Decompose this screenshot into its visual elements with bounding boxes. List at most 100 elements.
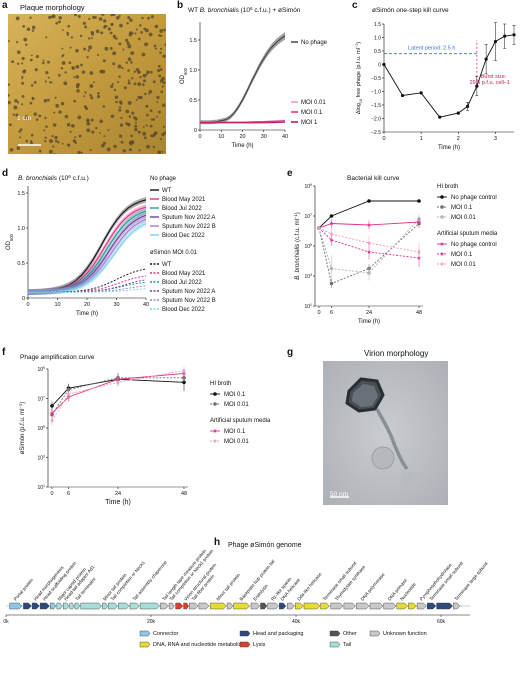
legend-label: MOI 0.01: [224, 402, 249, 408]
data-point: [329, 221, 334, 226]
plaque: [153, 44, 157, 48]
data-point: [329, 266, 334, 271]
plaque: [61, 29, 64, 31]
plaque: [76, 89, 80, 93]
x-tick-label: 10: [218, 134, 224, 140]
plaque: [157, 34, 161, 37]
legend-label: No phage control: [451, 242, 497, 248]
plaque: [29, 16, 32, 19]
plaque: [49, 81, 52, 84]
plaque: [109, 31, 113, 35]
legend-label: Sputum Nov 2022 B: [162, 224, 216, 230]
genome-tick-label: 0k: [3, 619, 9, 625]
legend-label-tail: Tail: [343, 642, 351, 648]
plaque: [38, 114, 42, 118]
x-tick-label: 0: [382, 136, 385, 142]
x-tick-label: 6: [67, 491, 70, 497]
plaque: [15, 113, 19, 117]
legend-label-dna: DNA, RNA and nucleotide metabolism: [153, 642, 246, 648]
plaque: [106, 147, 111, 152]
plaque: [86, 128, 91, 133]
legend-label: WT: [162, 188, 172, 194]
plaque: [73, 99, 77, 103]
plaque: [103, 135, 106, 138]
plaque: [61, 142, 64, 145]
series-line-3: [318, 221, 420, 229]
series-band: [28, 204, 146, 295]
legend-label: MOI 1: [301, 120, 318, 126]
plaque: [137, 130, 141, 134]
gene-arrow: [198, 602, 210, 610]
y-axis-label: OD600: [180, 67, 188, 84]
plaque: [93, 81, 95, 84]
chart-title: Bacterial kill curve: [347, 175, 400, 182]
plaque-title: Plaque morphology: [20, 3, 85, 12]
legend-label-lysis: Lysis: [253, 642, 266, 648]
x-tick-label: 40: [143, 302, 149, 308]
x-tick-label: 40: [282, 134, 288, 140]
legend-label: MOI 0.01: [301, 100, 326, 106]
plaque: [31, 25, 36, 30]
data-point: [367, 199, 371, 203]
legend-label: Sputum Nov 2022 A: [162, 289, 215, 295]
gene-arrow: [416, 602, 427, 610]
plaque: [152, 80, 156, 84]
plaque: [54, 135, 58, 140]
data-point: [50, 404, 54, 408]
plaque: [118, 100, 123, 104]
data-point: [456, 111, 460, 115]
legend-label: MOI 0.1: [451, 205, 473, 211]
data-point: [417, 199, 421, 203]
data-point: [493, 39, 498, 44]
plaque: [150, 15, 154, 19]
panel-letter-b: b: [177, 0, 184, 11]
series-line-moi-1: [200, 121, 286, 124]
plaque: [130, 51, 135, 56]
plaque: [16, 50, 21, 55]
data-point: [181, 368, 187, 373]
plaque: [58, 16, 62, 20]
y-tick-label: −0.5: [371, 76, 381, 82]
plaque: [14, 99, 18, 103]
legend-marker: [439, 261, 445, 266]
series-line-no-phage-5: [27, 223, 147, 293]
y-tick-label: 1.5: [374, 22, 381, 28]
plaque: [123, 86, 127, 90]
plaque-image: [8, 14, 166, 154]
plaque: [89, 84, 94, 88]
plaque: [128, 115, 131, 117]
plaque: [82, 21, 86, 25]
series-line-phage-4: [28, 285, 147, 293]
plaque: [66, 122, 71, 127]
data-point: [366, 249, 372, 254]
plaque: [42, 61, 45, 65]
chart-title: B. bronchialis (106 c.f.u.): [18, 174, 89, 183]
legend-label: Blood Jul 2022: [162, 206, 202, 212]
plaque: [90, 31, 94, 35]
plaque: [146, 113, 149, 117]
y-tick-label: −1.0: [371, 90, 381, 96]
legend-marker: [440, 215, 444, 219]
x-tick-label: 20: [84, 302, 90, 308]
plaque: [71, 124, 75, 128]
legend-group-title: No phage: [150, 176, 177, 182]
plaque: [100, 31, 104, 35]
series-band: [28, 197, 146, 295]
plaque: [63, 81, 68, 86]
plaque: [30, 58, 33, 61]
plaque: [130, 134, 133, 138]
y-tick-label: 1.0: [374, 36, 381, 42]
plaque: [38, 149, 42, 153]
plaque: [75, 75, 80, 79]
plaque: [100, 143, 105, 148]
gene-arrow: [408, 602, 417, 610]
plaque: [163, 28, 166, 32]
plaque: [64, 71, 67, 74]
plaque: [115, 100, 118, 104]
plaque: [85, 107, 89, 111]
plaque: [164, 43, 166, 47]
y-tick-label: 1.0: [17, 226, 25, 232]
x-tick-label: 10: [54, 302, 60, 308]
gene-arrow: [303, 602, 321, 610]
gene-arrow: [267, 602, 279, 610]
